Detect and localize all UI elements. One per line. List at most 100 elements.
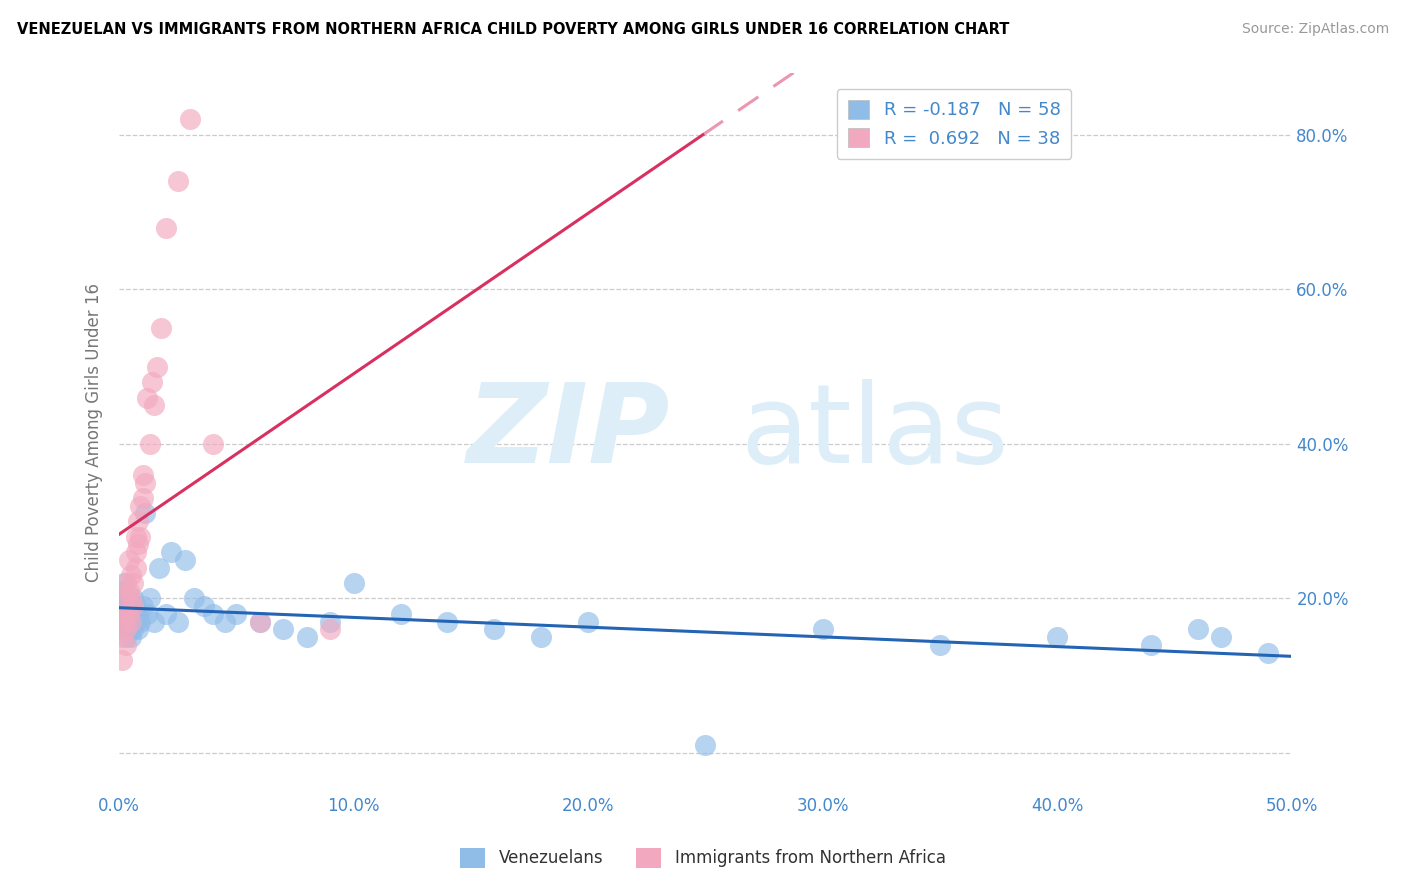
Point xyxy=(129,530,152,544)
Point xyxy=(110,653,132,667)
Point xyxy=(136,607,159,621)
Point xyxy=(1139,638,1161,652)
Point xyxy=(134,475,156,490)
Point xyxy=(179,112,201,127)
Legend: R = -0.187   N = 58, R =  0.692   N = 38: R = -0.187 N = 58, R = 0.692 N = 38 xyxy=(837,89,1071,159)
Point xyxy=(160,545,183,559)
Point xyxy=(120,615,142,629)
Point xyxy=(319,623,342,637)
Point xyxy=(120,591,142,606)
Point xyxy=(122,576,145,591)
Point xyxy=(127,537,149,551)
Point xyxy=(125,545,148,559)
Point xyxy=(115,615,138,629)
Point xyxy=(120,568,142,582)
Text: ZIP: ZIP xyxy=(467,379,671,486)
Point xyxy=(576,615,599,629)
Legend: Venezuelans, Immigrants from Northern Africa: Venezuelans, Immigrants from Northern Af… xyxy=(454,841,952,875)
Point xyxy=(1257,646,1279,660)
Point xyxy=(150,321,173,335)
Point xyxy=(1211,630,1233,644)
Point xyxy=(122,599,145,614)
Point xyxy=(139,591,162,606)
Point xyxy=(115,638,138,652)
Point xyxy=(249,615,271,629)
Point xyxy=(202,437,225,451)
Point xyxy=(141,375,163,389)
Point xyxy=(127,623,149,637)
Point xyxy=(132,491,155,505)
Point xyxy=(183,591,205,606)
Text: VENEZUELAN VS IMMIGRANTS FROM NORTHERN AFRICA CHILD POVERTY AMONG GIRLS UNDER 16: VENEZUELAN VS IMMIGRANTS FROM NORTHERN A… xyxy=(17,22,1010,37)
Point xyxy=(148,560,170,574)
Point xyxy=(484,623,506,637)
Point xyxy=(112,615,135,629)
Point xyxy=(125,615,148,629)
Point xyxy=(143,615,166,629)
Point xyxy=(118,607,141,621)
Point xyxy=(115,607,138,621)
Point xyxy=(127,514,149,528)
Point xyxy=(122,623,145,637)
Point xyxy=(129,499,152,513)
Point xyxy=(110,599,132,614)
Point xyxy=(112,591,135,606)
Point xyxy=(132,467,155,482)
Point xyxy=(343,576,366,591)
Point xyxy=(225,607,247,621)
Point xyxy=(125,530,148,544)
Text: atlas: atlas xyxy=(741,379,1010,486)
Point xyxy=(112,623,135,637)
Point xyxy=(249,615,271,629)
Point xyxy=(167,174,190,188)
Point xyxy=(695,739,717,753)
Point xyxy=(143,398,166,412)
Point xyxy=(155,607,177,621)
Point xyxy=(115,623,138,637)
Point xyxy=(174,553,197,567)
Point xyxy=(811,623,834,637)
Point xyxy=(110,583,132,598)
Point xyxy=(146,359,169,374)
Point xyxy=(122,607,145,621)
Point xyxy=(134,507,156,521)
Point xyxy=(120,615,142,629)
Point xyxy=(1046,630,1069,644)
Point xyxy=(118,607,141,621)
Point xyxy=(295,630,318,644)
Point xyxy=(127,607,149,621)
Point xyxy=(928,638,950,652)
Point xyxy=(118,623,141,637)
Point xyxy=(115,576,138,591)
Point xyxy=(118,583,141,598)
Point xyxy=(214,615,236,629)
Y-axis label: Child Poverty Among Girls Under 16: Child Poverty Among Girls Under 16 xyxy=(86,283,103,582)
Point xyxy=(155,220,177,235)
Point xyxy=(112,591,135,606)
Point xyxy=(118,591,141,606)
Text: Source: ZipAtlas.com: Source: ZipAtlas.com xyxy=(1241,22,1389,37)
Point xyxy=(167,615,190,629)
Point xyxy=(193,599,215,614)
Point xyxy=(530,630,553,644)
Point xyxy=(202,607,225,621)
Point xyxy=(1187,623,1209,637)
Point xyxy=(112,576,135,591)
Point xyxy=(115,591,138,606)
Point xyxy=(110,607,132,621)
Point xyxy=(273,623,295,637)
Point xyxy=(139,437,162,451)
Point xyxy=(120,630,142,644)
Point xyxy=(132,599,155,614)
Point xyxy=(125,560,148,574)
Point xyxy=(125,599,148,614)
Point xyxy=(120,599,142,614)
Point xyxy=(122,591,145,606)
Point xyxy=(110,630,132,644)
Point xyxy=(436,615,458,629)
Point xyxy=(110,615,132,629)
Point xyxy=(129,615,152,629)
Point xyxy=(112,607,135,621)
Point xyxy=(118,553,141,567)
Point xyxy=(115,630,138,644)
